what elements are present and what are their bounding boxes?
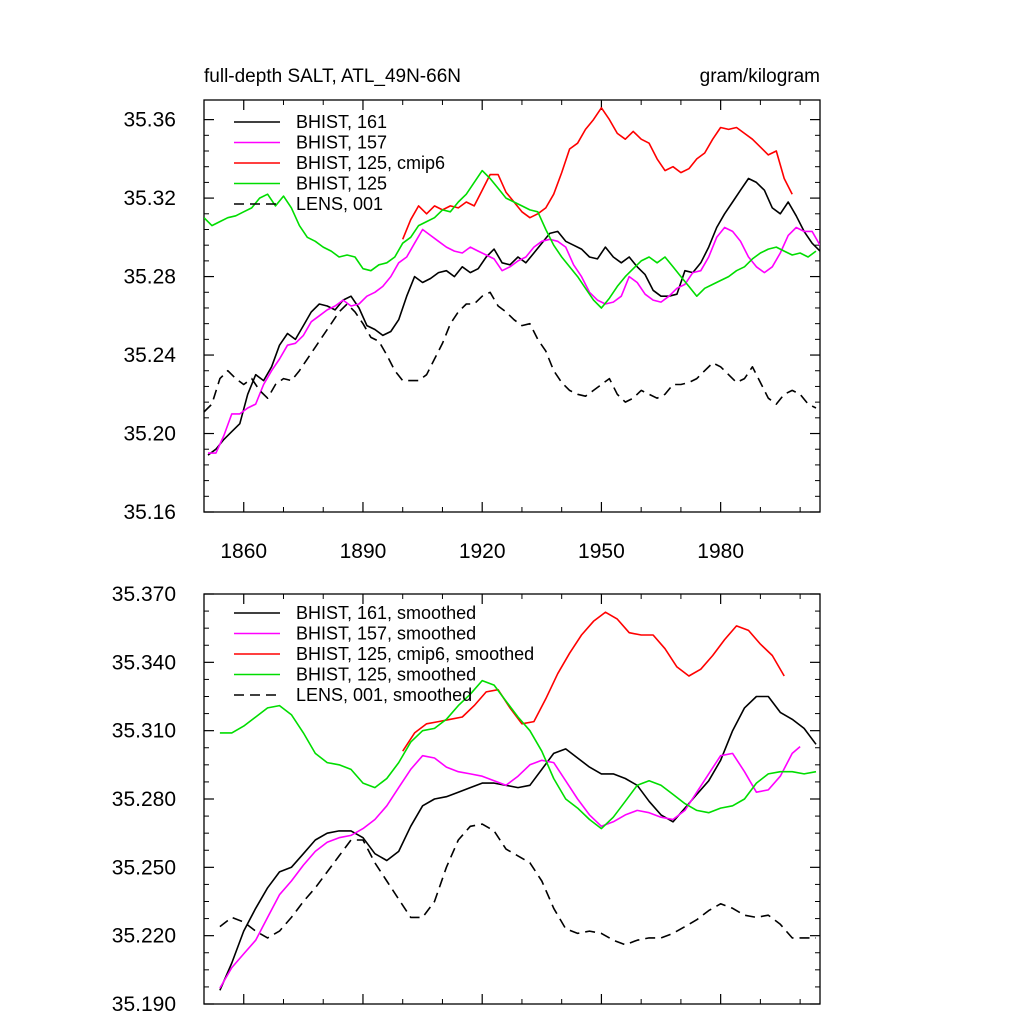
- legend-label: BHIST, 125: [296, 174, 387, 194]
- series-group: [219, 611, 817, 991]
- y-tick-label: 35.32: [123, 187, 176, 210]
- series-line: [204, 169, 817, 309]
- legend-label: BHIST, 125, cmip6, smoothed: [296, 644, 534, 664]
- y-tick-label: 35.16: [123, 501, 176, 524]
- x-tick-label: 1920: [459, 540, 506, 563]
- series-line: [208, 226, 820, 454]
- y-tick-label: 35.370: [112, 583, 176, 606]
- plot-frame: [203, 99, 821, 513]
- x-tick-label: 1890: [340, 540, 387, 563]
- x-tick-label: 1980: [697, 540, 744, 563]
- legend-label: LENS, 001: [296, 194, 383, 214]
- series-line: [204, 291, 817, 413]
- series-line: [219, 695, 817, 991]
- y-tick-label: 35.20: [123, 423, 176, 446]
- legend-label: BHIST, 157: [296, 133, 387, 153]
- top-panel: 35.16 35.20 35.24 35.28 35.32 35.36 1860 1890 19…: [123, 99, 821, 563]
- series-line: [219, 745, 801, 989]
- y-tick-label: 35.310: [112, 720, 176, 743]
- x-tick-label: 1950: [578, 540, 625, 563]
- legend-label: BHIST, 125, cmip6: [296, 153, 445, 173]
- plot-title: full-depth SALT, ATL_49N-66N: [204, 66, 461, 87]
- series-line: [402, 611, 785, 752]
- y-tick-label: 35.28: [123, 266, 176, 289]
- x-tick-label: 1860: [220, 540, 267, 563]
- series-line: [207, 177, 820, 456]
- legend-label: BHIST, 161: [296, 112, 387, 132]
- y-tick-label: 35.250: [112, 856, 176, 879]
- series-group: [204, 107, 820, 456]
- y-tick-label: 35.190: [112, 993, 176, 1016]
- legend-label: BHIST, 157, smoothed: [296, 624, 476, 644]
- y-tick-label: 35.220: [112, 925, 176, 948]
- y-tick-label: 35.36: [123, 109, 176, 132]
- units-label: gram/kilogram: [700, 66, 820, 87]
- legend-label: BHIST, 161, smoothed: [296, 603, 476, 623]
- y-tick-label: 35.24: [123, 344, 176, 367]
- series-line: [219, 823, 816, 946]
- legend-label: BHIST, 125, smoothed: [296, 665, 476, 685]
- series-line: [219, 679, 817, 830]
- y-tick-label: 35.280: [112, 788, 176, 811]
- y-tick-label: 35.340: [112, 651, 176, 674]
- legend-label: LENS, 001, smoothed: [296, 685, 472, 705]
- series-line: [401, 107, 793, 240]
- bottom-panel: 35.190 35.220 35.250 35.280 35.310 35.340 35.3…: [112, 583, 821, 1016]
